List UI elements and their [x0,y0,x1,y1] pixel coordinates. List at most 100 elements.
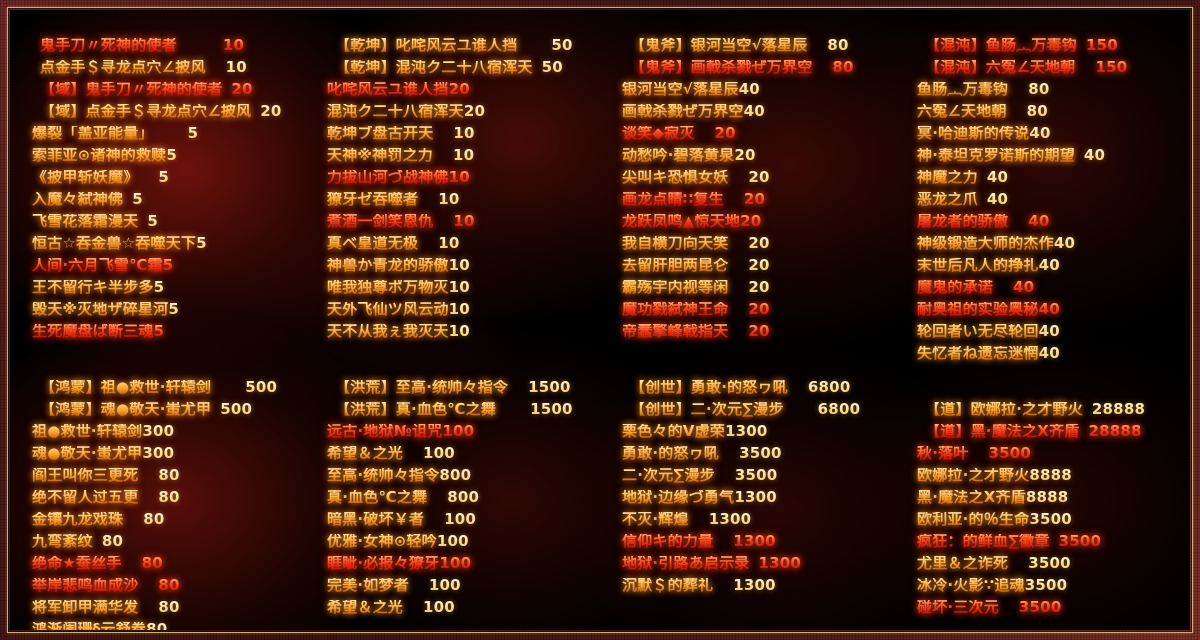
item-row[interactable]: 欧利亚·的％生命 3500 [917,512,1190,534]
item-row[interactable]: 信仰キ的力量 1300 [622,534,895,556]
item-row[interactable]: 帝蠢擎峰戟指天 20 [622,324,895,346]
item-row[interactable]: 鸿渐阑珊§云舒卷 80 [32,622,305,631]
item-row[interactable]: 【创世】二·次元∑漫步 6800 [622,402,895,424]
item-row[interactable]: 银河当空√落星辰 40 [622,82,895,104]
item-row[interactable]: 魂●敬天·蚩尤甲 300 [32,446,305,468]
item-row[interactable]: 完美·如梦者 100 [327,578,600,600]
item-row[interactable]: 二·次元∑漫步 3500 [622,468,895,490]
item-row[interactable]: 九弯紊纹 80 [32,534,305,556]
item-row[interactable]: 恶龙之爪 40 [917,192,1190,214]
item-row[interactable]: 我自横刀向天笑 20 [622,236,895,258]
item-row[interactable]: 优雅·女神⊙轻吟 100 [327,534,600,556]
item-row[interactable]: 举岸悲鸣血成沙 80 [32,578,305,600]
item-row[interactable]: 毁天※灭地ザ碎星河 5 [32,302,305,324]
item-row[interactable]: 地狱·引路あ启示录 1300 [622,556,895,578]
item-row[interactable]: 屠龙者的骄傲 40 [917,214,1190,236]
item-row[interactable]: 失忆者ね遗忘迷惘 40 [917,346,1190,368]
item-row[interactable]: 希望＆之光 100 [327,446,600,468]
item-row[interactable]: 爆裂「盖亚能量」 5 [32,126,305,148]
item-row[interactable]: 绝命★蚕丝手 80 [32,556,305,578]
item-row[interactable]: 不灭·辉煌 1300 [622,512,895,534]
item-row[interactable]: 动愁吟·碧落黄泉 20 [622,148,895,170]
item-row[interactable]: 点金手＄寻龙点穴∠披风 10 [32,60,305,82]
item-row[interactable]: 真·血色℃之舞 800 [327,490,600,512]
item-row[interactable]: 尤里＆之诈死 3500 [917,556,1190,578]
item-row[interactable]: 【乾坤】混沌ク二十八宿浑天 50 [327,60,600,82]
item-row[interactable]: 祖●救世·轩辕剑 300 [32,424,305,446]
item-row[interactable]: 希望＆之光 100 [327,600,600,622]
item-row[interactable]: 唯我独尊ポ万物灭 10 [327,280,600,302]
item-row[interactable]: 【鸿蒙】魂●敬天·蚩尤甲 500 [32,402,305,424]
item-row[interactable]: 六冤∠天地朝 80 [917,104,1190,126]
item-row[interactable]: 轮回者い无尽轮回 40 [917,324,1190,346]
item-row[interactable]: 鱼肠︷万毒钩 80 [917,82,1190,104]
item-row[interactable]: 《披甲斩妖魔》 5 [32,170,305,192]
item-row[interactable]: 勇敢·的怒ヮ吼 3500 [622,446,895,468]
item-row[interactable]: 獠牙ゼ吞噬者 10 [327,192,600,214]
item-row[interactable]: 谈笑◆寂灭 20 [622,126,895,148]
item-row[interactable]: 栗色々的V虚荣 1300 [622,424,895,446]
item-row[interactable]: 绝不留人过五更 80 [32,490,305,512]
item-row[interactable]: 冥·哈迪斯的传说 40 [917,126,1190,148]
item-row[interactable]: 疯狂：的鲜血∑徽章 3500 [917,534,1190,556]
item-row[interactable]: 【域】点金手＄寻龙点穴∠披风 20 [32,104,305,126]
item-row[interactable]: 神魔之力 40 [917,170,1190,192]
item-row[interactable]: 天不从我ぇ我灭天 10 [327,324,600,346]
item-row[interactable]: 力拔山河づ战神佛 10 [327,170,600,192]
item-row[interactable]: 神·泰坦克罗诺斯的期望 40 [917,148,1190,170]
item-row[interactable]: 魔鬼的承诺 40 [917,280,1190,302]
item-row[interactable]: 将军卸甲满华发 80 [32,600,305,622]
item-row[interactable]: 阎王叫你三更死 80 [32,468,305,490]
item-row[interactable]: 沉默＄的葬礼 1300 [622,578,895,600]
item-row[interactable]: 去留肝胆两昆仑 20 [622,258,895,280]
item-row[interactable]: 人间·六月飞雪℃霜 5 [32,258,305,280]
item-row[interactable]: 至高·统帅々指令 800 [327,468,600,490]
item-row[interactable]: 睚眦·必报々獠牙 100 [327,556,600,578]
item-row[interactable]: 霸殇宇内视等闲 20 [622,280,895,302]
item-row[interactable]: 天外飞仙ツ风云动 10 [327,302,600,324]
item-row[interactable]: 入魔々弑神佛 5 [32,192,305,214]
item-row[interactable]: 【洪荒】真·血色℃之舞 1500 [327,402,600,424]
item-row[interactable]: 【混沌】鱼肠︷万毒钩 150 [917,38,1190,60]
item-row[interactable]: 欧娜拉·之才野火 8888 [917,468,1190,490]
item-row[interactable]: 末世后凡人的挣扎 40 [917,258,1190,280]
item-row[interactable]: 鬼手刀〃死神的使者 10 [32,38,305,60]
item-row[interactable]: 真ベ皇道无极 10 [327,236,600,258]
item-row[interactable]: 【鬼斧】画戟杀戮ぜ万界空 80 [622,60,895,82]
item-row[interactable]: 【鸿蒙】祖●救世·轩辕剑 500 [32,380,305,402]
item-row[interactable]: 天神※神罚之力 10 [327,148,600,170]
item-row[interactable]: 暗黑·破坏￥者 100 [327,512,600,534]
item-row[interactable]: 【混沌】六冤∠天地朝 150 [917,60,1190,82]
item-row[interactable]: 叱咤风云ユ谁人挡 20 [327,82,600,104]
item-row[interactable]: 恒古☆吞金兽☆吞噬天下 5 [32,236,305,258]
item-row[interactable]: 魔功戮弑神王命 20 [622,302,895,324]
item-row[interactable]: 尖叫キ恐惧女妖 20 [622,170,895,192]
item-row[interactable]: 金镶九龙戏珠 80 [32,512,305,534]
item-row[interactable]: 冰冷·火影∵追魂 3500 [917,578,1190,600]
item-row[interactable]: 神级锻造大师的杰作 40 [917,236,1190,258]
item-row[interactable]: 飞雪花落霜漫天 5 [32,214,305,236]
item-row[interactable]: 乾坤ブ盘古开天 10 [327,126,600,148]
item-row[interactable]: 【道】欧娜拉·之才野火 28888 [917,402,1190,424]
item-row[interactable]: 远古·地狱№诅咒 100 [327,424,600,446]
item-row[interactable]: 【创世】勇敢·的怒ヮ吼 6800 [622,380,895,402]
item-row[interactable]: 秋·落叶 3500 [917,446,1190,468]
item-row[interactable]: 【乾坤】叱咤风云ユ谁人挡 50 [327,38,600,60]
item-row[interactable]: 煮酒一剑笑恩仇 10 [327,214,600,236]
item-row[interactable]: 碰坏·三次元 3500 [917,600,1190,622]
item-row[interactable]: 【洪荒】至高·统帅々指令 1500 [327,380,600,402]
item-row[interactable]: 地狱·边缘づ勇气 1300 [622,490,895,512]
item-row[interactable]: 画戟杀戮ぜ万界空 40 [622,104,895,126]
item-row[interactable]: 龙跃凤鸣▲惊天地 20 [622,214,895,236]
item-row[interactable]: 黑·魔法之X齐盾 8888 [917,490,1190,512]
item-row[interactable]: 王不留行キ半步多 5 [32,280,305,302]
item-row[interactable]: 【鬼斧】银河当空√落星辰 80 [622,38,895,60]
item-row[interactable]: 索菲亚⊙诸神的救赎 5 [32,148,305,170]
item-row[interactable]: 画龙点睛∷复生 20 [622,192,895,214]
item-row[interactable]: 【道】黑·魔法之X齐盾 28888 [917,424,1190,446]
item-row[interactable]: 混沌ク二十八宿浑天 20 [327,104,600,126]
item-row[interactable]: 耐奥祖的实验奥秘 40 [917,302,1190,324]
item-row[interactable]: 【域】鬼手刀〃死神的使者 20 [32,82,305,104]
item-row[interactable]: 生死魔盘ば断三魂 5 [32,324,305,346]
item-row[interactable]: 神兽か青龙的骄傲 10 [327,258,600,280]
